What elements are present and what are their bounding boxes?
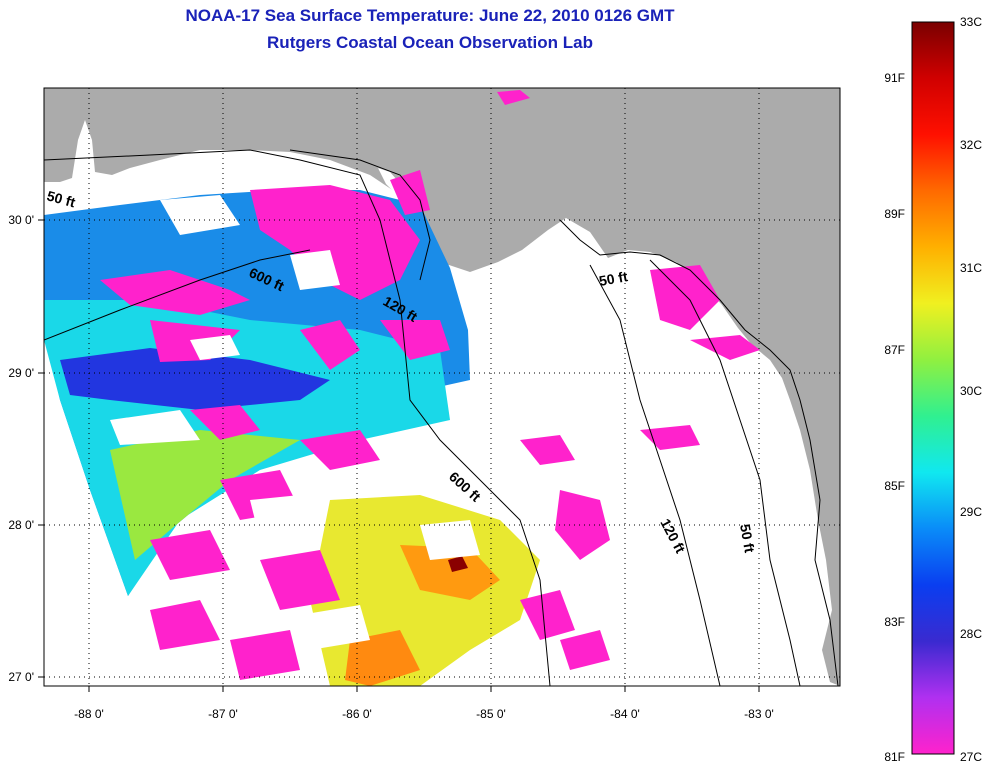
fahrenheit-label: 89F <box>884 207 905 221</box>
celsius-label: 30C <box>960 384 982 398</box>
fahrenheit-label: 83F <box>884 615 905 629</box>
map-title: NOAA-17 Sea Surface Temperature: June 22… <box>185 6 675 25</box>
land-area <box>44 88 840 686</box>
sst-map: 50 ft 600 ft 120 ft 50 ft 600 ft 120 ft … <box>8 87 841 721</box>
fahrenheit-label: 85F <box>884 479 905 493</box>
colorbar-scale <box>911 21 955 755</box>
bathymetry-contours <box>44 149 839 686</box>
celsius-label: 28C <box>960 627 982 641</box>
depth-label: 50 ft <box>737 523 758 554</box>
sst-band-green <box>110 430 300 560</box>
fahrenheit-label: 81F <box>884 750 905 764</box>
fahrenheit-label: 87F <box>884 343 905 357</box>
map-frame <box>43 87 841 687</box>
fahrenheit-label: 91F <box>884 71 905 85</box>
map-subtitle: Rutgers Coastal Ocean Observation Lab <box>267 33 593 52</box>
lon-tick-label: -85 0' <box>476 707 506 721</box>
bay-area <box>780 515 812 575</box>
sst-band-blue <box>60 348 330 410</box>
celsius-label: 32C <box>960 138 982 152</box>
axis-ticks <box>38 219 760 692</box>
lat-tick-label: 30 0' <box>8 213 34 227</box>
sst-warm-orange <box>345 630 420 686</box>
lon-tick-label: -83 0' <box>744 707 774 721</box>
lon-tick-label: -84 0' <box>610 707 640 721</box>
celsius-label: 31C <box>960 261 982 275</box>
celsius-label: 27C <box>960 750 982 764</box>
depth-label: 50 ft <box>598 268 629 289</box>
lon-tick-label: -88 0' <box>74 707 104 721</box>
sst-warm-orange <box>400 545 500 600</box>
lat-tick-label: 29 0' <box>8 366 34 380</box>
celsius-label: 33C <box>960 15 982 29</box>
lon-tick-label: -86 0' <box>342 707 372 721</box>
sst-hot-spot <box>448 556 468 572</box>
cloud-gaps <box>110 195 480 650</box>
lat-tick-label: 27 0' <box>8 670 34 684</box>
lon-tick-label: -87 0' <box>208 707 238 721</box>
depth-label: 50 ft <box>45 187 77 210</box>
celsius-label: 29C <box>960 505 982 519</box>
lat-tick-label: 28 0' <box>8 518 34 532</box>
